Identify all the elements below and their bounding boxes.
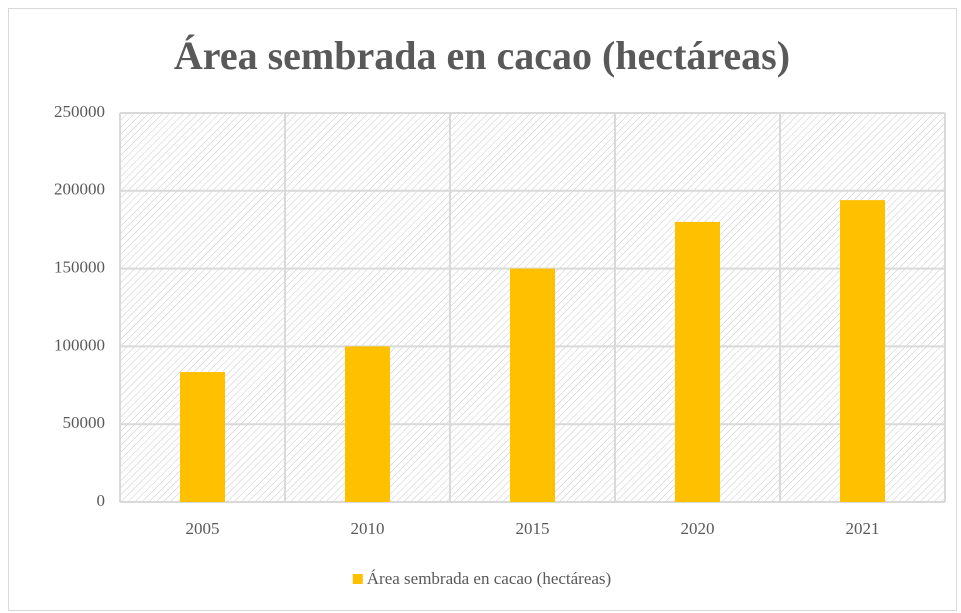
x-tick-label: 2005	[186, 519, 220, 538]
y-tick-label: 200000	[54, 180, 105, 199]
y-tick-label: 50000	[63, 413, 106, 432]
x-tick-label: 2021	[846, 519, 880, 538]
legend-swatch	[352, 574, 363, 584]
y-tick-label: 0	[97, 491, 106, 510]
y-tick-label: 100000	[54, 335, 105, 354]
x-tick-label: 2015	[516, 519, 550, 538]
legend-label: Área sembrada en cacao (hectáreas)	[367, 569, 611, 588]
y-tick-label: 150000	[54, 258, 105, 277]
x-tick-label: 2010	[351, 519, 385, 538]
bar	[345, 346, 390, 502]
bar	[510, 268, 555, 502]
bar	[180, 372, 225, 502]
bar	[840, 200, 885, 503]
chart-title: Área sembrada en cacao (hectáreas)	[174, 33, 790, 78]
bar	[675, 221, 720, 503]
x-tick-label: 2020	[681, 519, 715, 538]
y-tick-label: 250000	[54, 102, 105, 121]
